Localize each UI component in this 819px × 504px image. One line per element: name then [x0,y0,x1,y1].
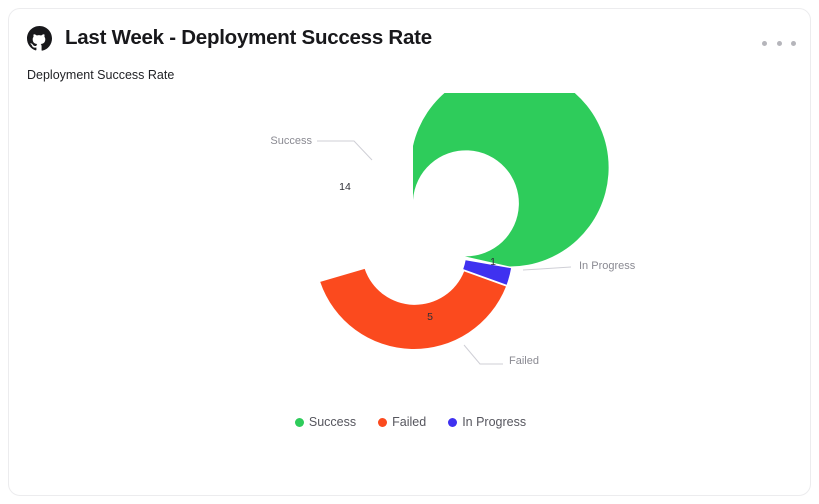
donut-chart-svg: 14 1 5 Success In Progress Failed [270,93,636,367]
legend-swatch-icon [294,417,304,427]
callout-leader-line-failed [463,344,503,365]
card-header: Last Week - Deployment Success Rate [9,9,810,67]
page-title: Last Week - Deployment Success Rate [65,26,432,49]
slice-value-in-progress: 1 [490,256,496,268]
github-icon [27,25,52,51]
callout-label-success: Success [270,135,312,147]
callout-leader-line-success [317,140,373,161]
legend-swatch-icon [448,417,458,427]
chart-legend: Success Failed In Progress [9,415,810,429]
slice-value-success: 14 [339,181,351,193]
donut-chart: 14 1 5 Success In Progress Failed [9,93,810,413]
slice-value-failed: 5 [427,311,433,323]
dot [791,40,796,46]
donut-slice-in-progress[interactable] [463,260,512,285]
legend-item-in-progress[interactable]: In Progress [448,415,526,429]
callout-label-failed: Failed [509,355,539,367]
callout-label-in-progress: In Progress [579,260,636,272]
donut-slice-failed[interactable] [320,268,506,349]
legend-item-label: Success [308,415,357,429]
brand-block: Last Week - Deployment Success Rate [27,25,432,51]
legend-item-label: In Progress [462,415,527,429]
chart-card: Last Week - Deployment Success Rate Depl… [8,8,811,496]
legend-item-failed[interactable]: Failed [378,415,426,429]
donut-slice-success[interactable] [413,93,609,267]
legend-item-success[interactable]: Success [294,415,357,429]
dot [762,40,767,46]
chart-subtitle: Deployment Success Rate [27,68,175,82]
ellipsis-horizontal-icon[interactable] [762,34,796,52]
dot [776,40,782,46]
legend-item-label: Failed [392,415,427,429]
callout-leader-line-in-progress [522,266,572,271]
legend-swatch-icon [378,417,388,427]
